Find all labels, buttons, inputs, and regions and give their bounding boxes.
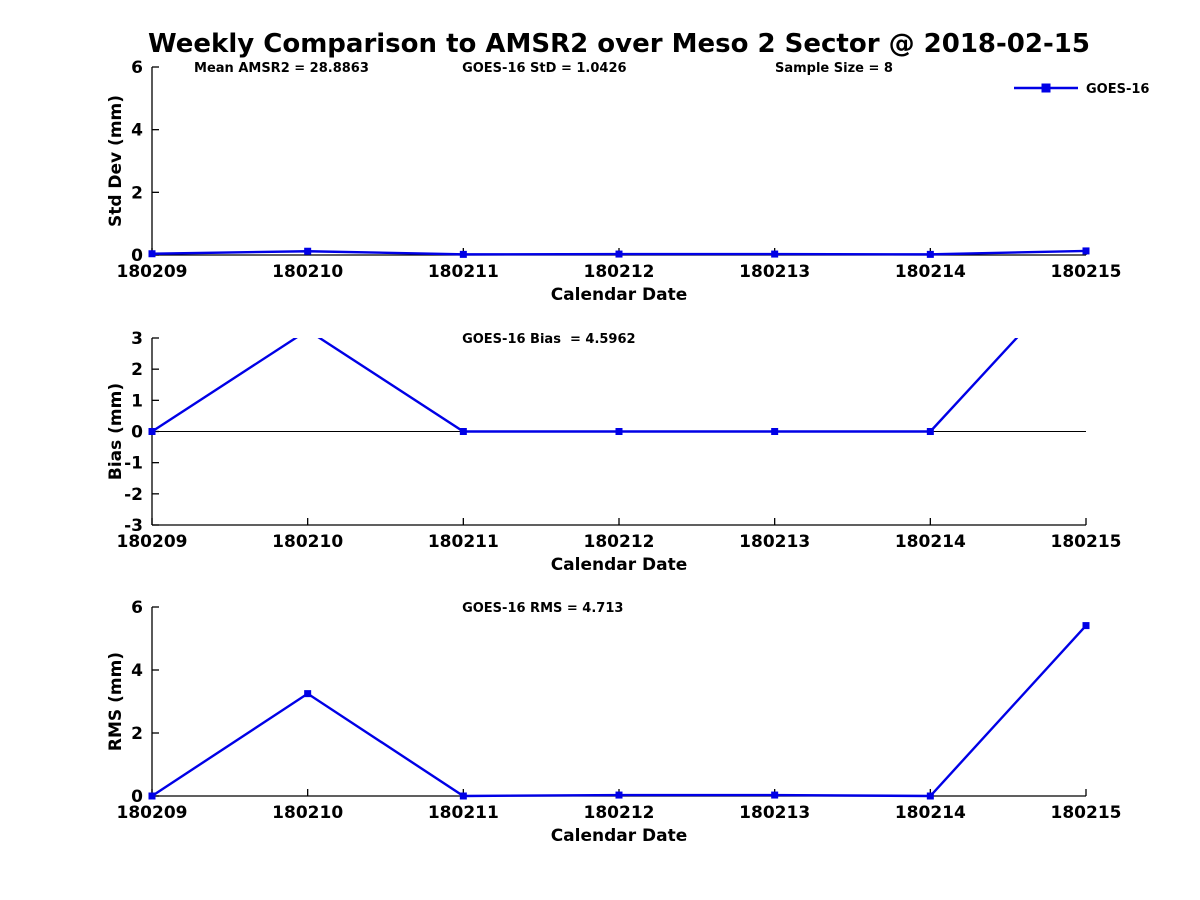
subplot-std-dev: 0 2 4 6 180209 180210 180211 180212 180213 180214… bbox=[106, 58, 1149, 305]
x-tick-label: 180215 bbox=[1051, 262, 1122, 282]
x-tick-label: 180212 bbox=[584, 532, 655, 552]
y-tick-label: 1 bbox=[131, 391, 143, 411]
data-point-marker bbox=[304, 247, 312, 255]
annotation: GOES-16 StD = 1.0426 bbox=[462, 61, 626, 76]
x-tick-label: 180212 bbox=[584, 262, 655, 282]
data-point-marker bbox=[615, 791, 623, 799]
y-axis-title: Bias (mm) bbox=[106, 383, 126, 480]
x-axis-title: Calendar Date bbox=[551, 826, 688, 846]
data-point-marker bbox=[771, 250, 779, 258]
y-tick-label: 2 bbox=[131, 183, 143, 203]
data-point-marker bbox=[148, 428, 156, 435]
legend-label: GOES-16 bbox=[1086, 82, 1149, 97]
x-tick-label: 180211 bbox=[428, 803, 499, 823]
x-tick-label: 180210 bbox=[272, 803, 343, 823]
x-tick-label: 180210 bbox=[272, 262, 343, 282]
x-tick-label: 180211 bbox=[428, 532, 499, 552]
y-axis-title: RMS (mm) bbox=[106, 652, 126, 751]
x-tick-label: 180214 bbox=[895, 532, 966, 552]
y-tick-label: -3 bbox=[124, 516, 143, 536]
x-tick-label: 180209 bbox=[117, 262, 188, 282]
y-tick-label: 6 bbox=[131, 58, 143, 78]
data-point-marker bbox=[148, 792, 156, 800]
subplot-rms: 0 2 4 6 180209 180210 180211 180212 180213 180214… bbox=[106, 598, 1121, 846]
data-point-marker bbox=[771, 791, 779, 799]
data-point-marker bbox=[771, 428, 779, 435]
y-axis-title: Std Dev (mm) bbox=[106, 95, 126, 227]
legend-marker bbox=[1041, 83, 1051, 93]
x-tick-label: 180214 bbox=[895, 803, 966, 823]
data-point-marker bbox=[926, 792, 934, 800]
y-tick-label: 2 bbox=[131, 724, 143, 744]
x-tick-label: 180215 bbox=[1051, 803, 1122, 823]
y-tick-label: 4 bbox=[131, 661, 143, 681]
x-axis-title: Calendar Date bbox=[551, 555, 688, 575]
x-tick-label: 180210 bbox=[272, 532, 343, 552]
y-tick-label: 0 bbox=[131, 423, 143, 443]
annotation: GOES-16 Bias = 4.5962 bbox=[462, 332, 636, 347]
y-tick-label: 0 bbox=[131, 787, 143, 807]
x-tick-label: 180212 bbox=[584, 803, 655, 823]
data-point-marker bbox=[459, 792, 467, 800]
data-point-marker bbox=[615, 250, 623, 258]
annotation: Mean AMSR2 = 28.8863 bbox=[194, 61, 369, 76]
x-tick-label: 180213 bbox=[739, 803, 810, 823]
data-point-marker bbox=[615, 428, 623, 435]
data-point-marker bbox=[459, 250, 467, 258]
y-tick-label: 3 bbox=[131, 329, 143, 349]
data-point-marker bbox=[1082, 622, 1090, 630]
y-tick-label: 6 bbox=[131, 598, 143, 618]
annotation: GOES-16 RMS = 4.713 bbox=[462, 601, 623, 616]
x-tick-label: 180213 bbox=[739, 532, 810, 552]
data-point-marker bbox=[304, 690, 312, 698]
data-point-marker bbox=[1082, 247, 1090, 255]
data-point-marker bbox=[926, 250, 934, 258]
series-line-goes-16 bbox=[151, 624, 1087, 798]
x-tick-label: 180214 bbox=[895, 262, 966, 282]
x-axis-title: Calendar Date bbox=[551, 285, 688, 305]
data-point-marker bbox=[459, 428, 467, 435]
y-tick-label: -2 bbox=[124, 485, 143, 505]
data-point-marker bbox=[926, 428, 934, 435]
x-tick-label: 180213 bbox=[739, 262, 810, 282]
x-tick-label: 180211 bbox=[428, 262, 499, 282]
y-tick-label: -1 bbox=[124, 454, 143, 474]
y-tick-label: 4 bbox=[131, 121, 143, 141]
chart-title: Weekly Comparison to AMSR2 over Meso 2 S… bbox=[148, 29, 1090, 59]
annotation: Sample Size = 8 bbox=[775, 61, 893, 76]
y-tick-label: 2 bbox=[131, 360, 143, 380]
x-tick-label: 180209 bbox=[117, 803, 188, 823]
x-tick-label: 180209 bbox=[117, 532, 188, 552]
y-tick-label: 0 bbox=[131, 246, 143, 266]
x-tick-label: 180215 bbox=[1051, 532, 1122, 552]
data-point-marker bbox=[148, 250, 156, 258]
legend: GOES-16 bbox=[1014, 82, 1149, 97]
